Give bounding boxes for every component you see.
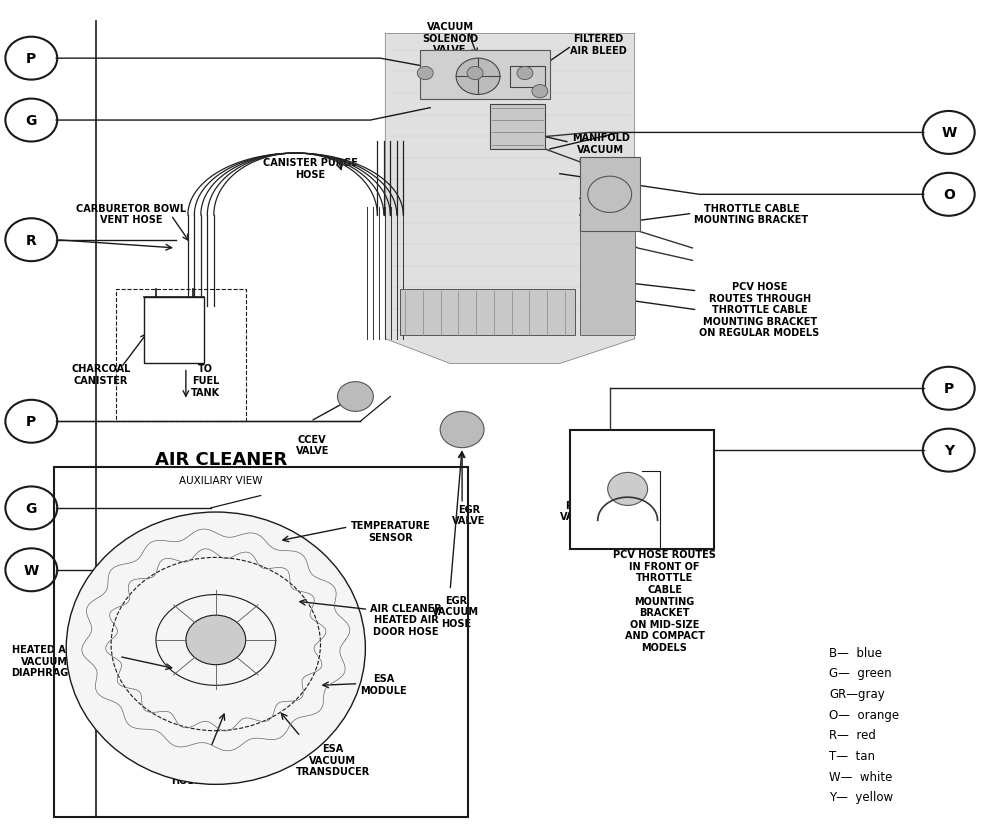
Text: ESA
VACUUM
TRANSDUCER: ESA VACUUM TRANSDUCER — [296, 743, 370, 777]
Text: PCV HOSE
ROUTES THROUGH
THROTTLE CABLE
MOUNTING BRACKET
ON REGULAR MODELS: PCV HOSE ROUTES THROUGH THROTTLE CABLE M… — [699, 282, 820, 338]
Polygon shape — [580, 232, 635, 335]
Bar — [144, 298, 204, 364]
Text: P: P — [26, 52, 36, 66]
Text: GR—gray: GR—gray — [829, 687, 885, 700]
Text: VACUUM
SOLENOID
VALVE: VACUUM SOLENOID VALVE — [422, 22, 478, 55]
Text: HEATED AIR
VACUUM
DIAPHRAGM: HEATED AIR VACUUM DIAPHRAGM — [11, 644, 78, 677]
Bar — [54, 467, 468, 817]
Bar — [570, 430, 714, 549]
Text: CARBURETOR BOWL
VENT HOSE: CARBURETOR BOWL VENT HOSE — [76, 203, 186, 225]
Circle shape — [186, 615, 246, 665]
Text: PCV
VALVE: PCV VALVE — [560, 500, 593, 522]
Text: EGR
VACUUM
HOSE: EGR VACUUM HOSE — [432, 595, 479, 628]
Ellipse shape — [66, 513, 365, 784]
Text: FILTERED
AIR BLEED: FILTERED AIR BLEED — [570, 35, 627, 56]
Text: EGR
VALVE: EGR VALVE — [452, 504, 486, 526]
Text: G: G — [26, 501, 37, 515]
Circle shape — [608, 473, 648, 506]
Text: TO
FUEL
TANK: TO FUEL TANK — [191, 364, 220, 397]
Text: AIR CLEANER: AIR CLEANER — [155, 451, 287, 469]
Text: W: W — [941, 127, 956, 141]
Text: R: R — [26, 233, 37, 247]
Text: P: P — [944, 382, 954, 396]
Text: Y—  yellow: Y— yellow — [829, 791, 893, 803]
Circle shape — [517, 67, 533, 80]
Text: G: G — [26, 114, 37, 128]
Circle shape — [467, 67, 483, 80]
Text: CCEV
VALVE: CCEV VALVE — [296, 434, 329, 456]
Circle shape — [456, 59, 500, 95]
Text: THROTTLE CABLE
MOUNTING BRACKET: THROTTLE CABLE MOUNTING BRACKET — [694, 203, 809, 225]
Circle shape — [532, 85, 548, 98]
Text: B—  blue: B— blue — [829, 646, 882, 659]
Text: O: O — [943, 188, 955, 202]
Text: CANISTER PURGE
HOSE: CANISTER PURGE HOSE — [263, 158, 358, 179]
Text: ESA
MODULE: ESA MODULE — [360, 673, 407, 695]
Text: T—  tan: T— tan — [829, 749, 875, 762]
Circle shape — [417, 67, 433, 80]
Text: CHARCOAL
CANISTER: CHARCOAL CANISTER — [71, 364, 131, 385]
Text: PCV HOSE ROUTES
IN FRONT OF
THROTTLE
CABLE
MOUNTING
BRACKET
ON MID-SIZE
AND COMP: PCV HOSE ROUTES IN FRONT OF THROTTLE CAB… — [613, 549, 716, 653]
Circle shape — [440, 412, 484, 448]
Text: P: P — [26, 415, 36, 428]
Text: O—  orange: O— orange — [829, 708, 899, 721]
Text: G—  green: G— green — [829, 667, 892, 680]
Text: R—  red: R— red — [829, 729, 876, 742]
Text: ESA
VACUUM
HOSE: ESA VACUUM HOSE — [162, 752, 209, 785]
Text: AIR CLEANER
HEATED AIR
DOOR HOSE: AIR CLEANER HEATED AIR DOOR HOSE — [370, 603, 442, 636]
Bar — [490, 104, 545, 150]
Bar — [510, 67, 545, 88]
Bar — [116, 290, 246, 422]
Polygon shape — [385, 35, 635, 364]
Text: MANIFOLD
VACUUM
SOURCE: MANIFOLD VACUUM SOURCE — [572, 133, 630, 166]
Text: W: W — [24, 563, 39, 577]
Text: TEMPERATURE
SENSOR: TEMPERATURE SENSOR — [350, 521, 430, 543]
Text: W—  white: W— white — [829, 770, 892, 782]
Bar — [400, 290, 575, 335]
Bar — [420, 50, 550, 100]
Bar — [580, 158, 640, 232]
Text: AUXILIARY VIEW: AUXILIARY VIEW — [179, 476, 263, 485]
Circle shape — [337, 382, 373, 412]
Text: Y: Y — [944, 443, 954, 457]
